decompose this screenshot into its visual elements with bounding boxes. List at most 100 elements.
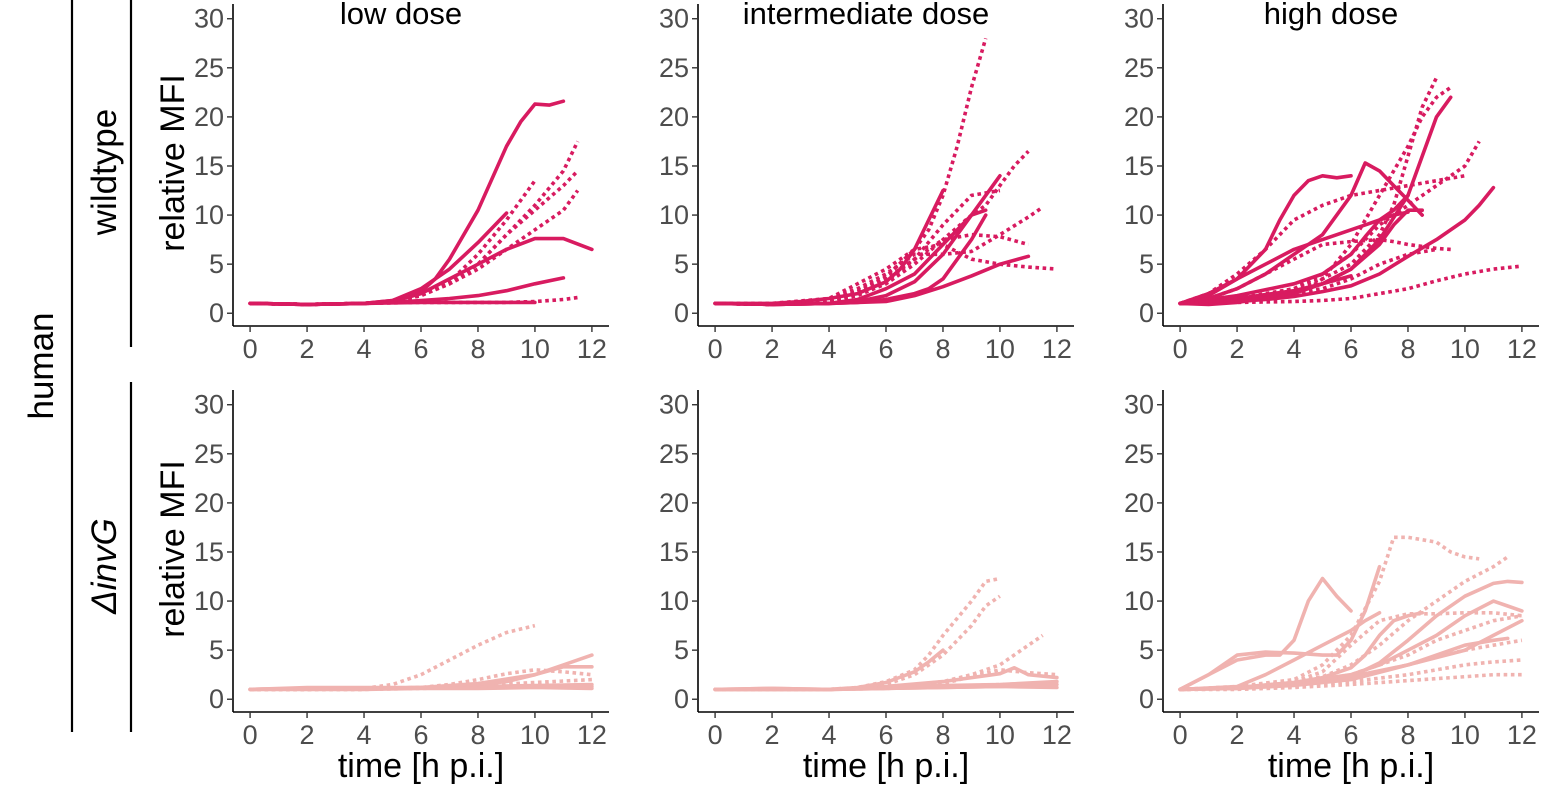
- column-title: low dose: [340, 0, 462, 31]
- x-tick-label: 12: [1507, 334, 1537, 364]
- y-tick-label: 30: [194, 4, 224, 34]
- series-line-solid: [1178, 185, 1496, 306]
- y-tick-label: 30: [1124, 4, 1154, 34]
- x-axis-title: time [h p.i.]: [1268, 747, 1434, 785]
- y-tick-label: 10: [1124, 200, 1154, 230]
- x-tick-label: 6: [878, 334, 893, 364]
- x-tick-label: 10: [520, 720, 550, 750]
- series-line-dotted: [1179, 237, 1451, 306]
- series-line-dotted: [1180, 247, 1437, 306]
- y-tick-label: 25: [1124, 439, 1154, 469]
- x-tick-label: 0: [1173, 720, 1188, 750]
- x-tick-label: 6: [1343, 334, 1358, 364]
- x-tick-label: 8: [935, 720, 950, 750]
- x-tick-label: 12: [1042, 720, 1072, 750]
- panel-wildtype-high-dose: 0 5 10 15 20 25 30 0 2 4 6 8 10 12 high dose: [1124, 0, 1539, 364]
- series-line-dotted: [250, 623, 536, 692]
- series-line-dotted: [1179, 174, 1466, 306]
- series-line-solid: [1178, 210, 1410, 306]
- y-tick-label: 15: [194, 537, 224, 567]
- panel-wildtype-low-dose: 0 5 10 15 20 25 30 0 2 4 6 8 10 12 low dose relative MF…: [154, 0, 609, 364]
- x-tick-label: 4: [357, 334, 372, 364]
- x-tick-label: 10: [985, 720, 1015, 750]
- series-line-solid: [248, 99, 566, 307]
- y-tick-label: 15: [1124, 537, 1154, 567]
- x-tick-label: 10: [1450, 334, 1480, 364]
- y-tick-label: 0: [1139, 298, 1154, 328]
- series-line-dotted: [1180, 614, 1523, 692]
- y-tick-label: 0: [1139, 684, 1154, 714]
- x-tick-label: 0: [243, 720, 258, 750]
- x-tick-label: 12: [1042, 334, 1072, 364]
- y-tick-label: 0: [674, 684, 689, 714]
- panel-invG-low-dose: 0 5 10 15 20 25 30 0 2 4 6 8 10 12 relative MFI time [h…: [154, 390, 609, 785]
- y-tick-label: 5: [209, 635, 224, 665]
- y-tick-label: 30: [1124, 390, 1154, 420]
- series-line-dotted: [250, 295, 578, 307]
- y-tick-label: 30: [659, 4, 689, 34]
- series-line-solid: [1178, 576, 1353, 692]
- x-tick-label: 10: [1450, 720, 1480, 750]
- y-tick-label: 20: [659, 102, 689, 132]
- x-tick-label: 2: [300, 334, 315, 364]
- y-tick-label: 15: [659, 537, 689, 567]
- x-tick-label: 12: [577, 334, 607, 364]
- x-tick-label: 2: [1230, 334, 1245, 364]
- y-tick-label: 20: [194, 102, 224, 132]
- y-tick-label: 0: [209, 684, 224, 714]
- series-line-solid: [1178, 161, 1424, 306]
- y-tick-label: 5: [209, 249, 224, 279]
- series-line-solid: [1178, 611, 1382, 692]
- x-tick-label: 12: [1507, 720, 1537, 750]
- x-tick-label: 4: [822, 334, 837, 364]
- series-line-solid: [248, 276, 566, 307]
- series-line-solid: [248, 236, 594, 307]
- y-tick-label: 0: [209, 298, 224, 328]
- x-tick-label: 0: [708, 720, 723, 750]
- y-tick-label: 5: [674, 635, 689, 665]
- series-line-dotted: [715, 594, 1001, 692]
- x-tick-label: 8: [470, 334, 485, 364]
- x-tick-label: 6: [1343, 720, 1358, 750]
- y-tick-label: 5: [1139, 635, 1154, 665]
- x-tick-label: 2: [1230, 720, 1245, 750]
- x-tick-label: 2: [765, 334, 780, 364]
- y-tick-label: 30: [659, 390, 689, 420]
- series-line-dotted: [1180, 555, 1509, 692]
- y-tick-label: 20: [659, 488, 689, 518]
- panel-invG-high-dose: 0 5 10 15 20 25 30 0 2 4 6 8 10 12 time [h p.i.]: [1124, 390, 1539, 785]
- column-title: high dose: [1264, 0, 1398, 31]
- facet-group-label: human: [22, 312, 61, 419]
- series-line-dotted: [1180, 611, 1523, 692]
- x-tick-label: 0: [708, 334, 723, 364]
- x-tick-label: 8: [1400, 720, 1415, 750]
- series-line-solid: [248, 300, 537, 307]
- y-tick-label: 5: [674, 249, 689, 279]
- series-line-dotted: [250, 140, 580, 307]
- x-tick-label: 6: [878, 720, 893, 750]
- panel-wildtype-intermediate-dose: 0 5 10 15 20 25 30 0 2 4 6 8 10 12 intermediate dose: [659, 0, 1074, 364]
- series-line-dotted: [715, 242, 1058, 306]
- y-tick-label: 0: [674, 298, 689, 328]
- x-tick-label: 12: [577, 720, 607, 750]
- y-tick-label: 20: [194, 488, 224, 518]
- y-tick-label: 20: [1124, 488, 1154, 518]
- x-tick-label: 6: [413, 334, 428, 364]
- y-tick-label: 5: [1139, 249, 1154, 279]
- panel-invG-intermediate-dose: 0 5 10 15 20 25 30 0 2 4 6 8 10 12 time [h p.i.]: [659, 390, 1074, 785]
- series-line-dotted: [715, 37, 988, 307]
- y-axis-title: relative MFI: [154, 74, 192, 252]
- x-axis-title: time [h p.i.]: [803, 747, 969, 785]
- y-tick-label: 10: [659, 586, 689, 616]
- series-line-dotted: [250, 189, 580, 307]
- y-tick-label: 30: [194, 390, 224, 420]
- row-label-invG: ΔinvG: [85, 518, 124, 614]
- x-tick-label: 8: [935, 334, 950, 364]
- facet-brackets: [70, 0, 133, 732]
- series-line-dotted: [1179, 140, 1481, 306]
- x-tick-label: 2: [300, 720, 315, 750]
- y-axis-title: relative MFI: [154, 460, 192, 638]
- y-tick-label: 25: [194, 439, 224, 469]
